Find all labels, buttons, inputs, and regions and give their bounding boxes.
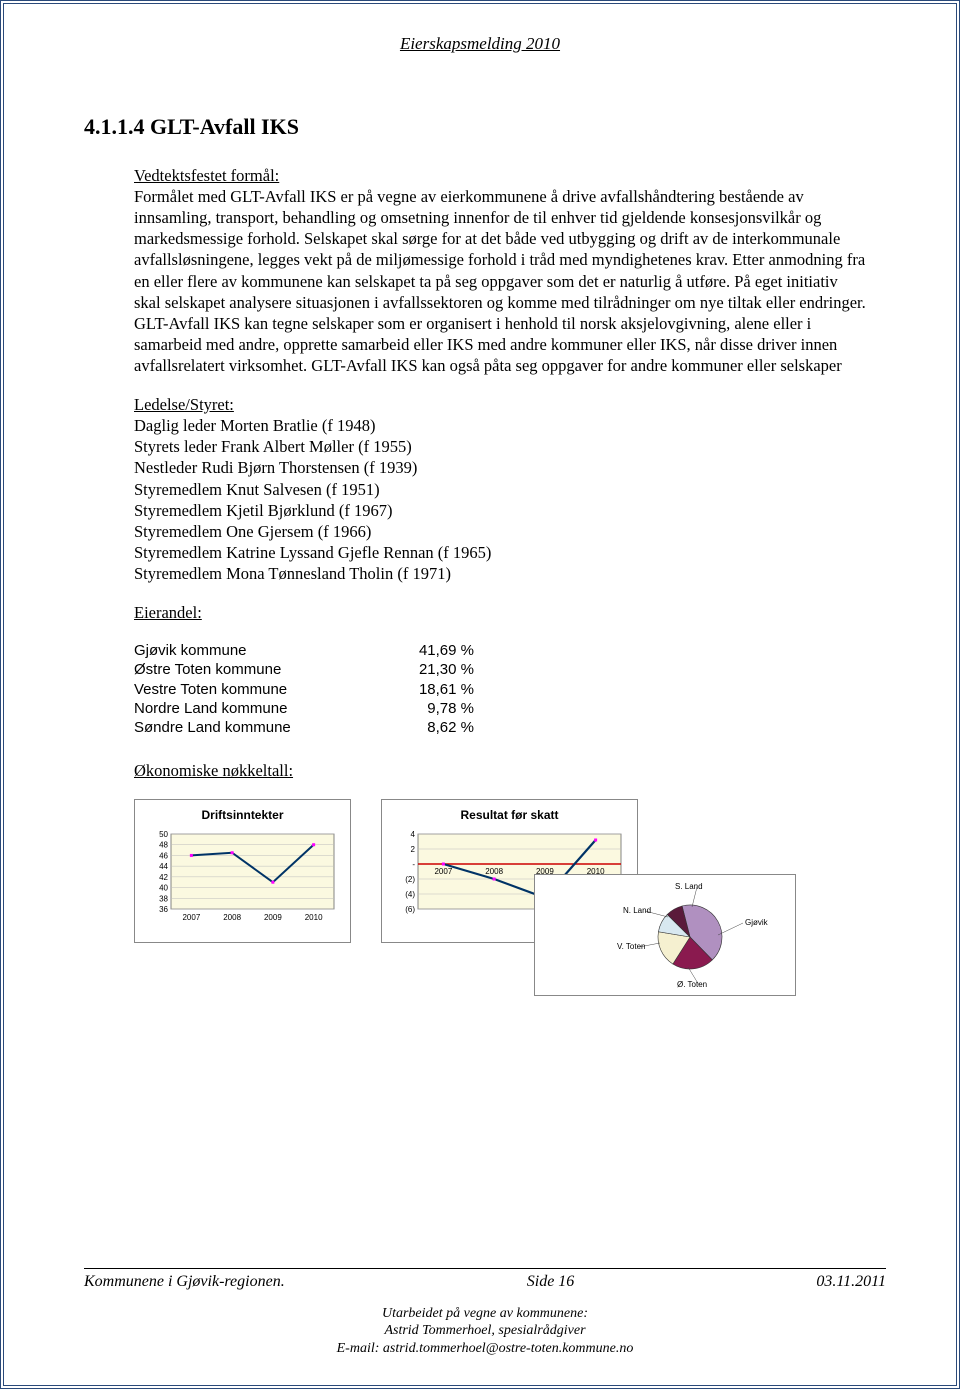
svg-text:44: 44 (159, 862, 168, 871)
footer-left: Kommunene i Gjøvik-regionen. (84, 1273, 285, 1291)
ledelse-line: Styremedlem One Gjersem (f 1966) (134, 521, 866, 542)
chart1-box: Driftsinntekter 36 3840 42 4446 48 50 2007 2008… (134, 799, 351, 943)
footer-line3: E-mail: astrid.tommerhoel@ostre-toten.ko… (84, 1340, 886, 1358)
footer-line2: Astrid Tommerhoel, spesialrådgiver (84, 1322, 886, 1340)
share-row: Vestre Toten kommune18,61 % (134, 680, 866, 699)
share-name: Vestre Toten kommune (134, 680, 384, 699)
svg-text:(4): (4) (405, 890, 415, 899)
share-name: Nordre Land kommune (134, 699, 384, 718)
chart1: 36 3840 42 4446 48 50 2007 2008 2009 2010 (145, 830, 340, 925)
share-name: Søndre Land kommune (134, 718, 384, 737)
ledelse-list: Daglig leder Morten Bratlie (f 1948)Styr… (134, 415, 866, 584)
body-block: Vedtektsfestet formål: Formålet med GLT-… (134, 165, 866, 737)
share-value: 41,69 % (384, 641, 474, 660)
eierandel-heading: Eierandel: (134, 602, 866, 623)
ledelse-line: Styremedlem Katrine Lyssand Gjefle Renna… (134, 542, 866, 563)
pie-chart-box: Gjøvik Ø. Toten V. Toten N. Land S. Land (534, 874, 796, 996)
svg-text:V. Toten: V. Toten (617, 942, 645, 951)
ledelse-line: Styremedlem Mona Tønnesland Tholin (f 19… (134, 563, 866, 584)
share-row: Nordre Land kommune9,78 % (134, 699, 866, 718)
share-row: Søndre Land kommune8,62 % (134, 718, 866, 737)
share-value: 9,78 % (384, 699, 474, 718)
svg-text:2007: 2007 (434, 867, 452, 876)
svg-text:(2): (2) (405, 875, 415, 884)
chart1-title: Driftsinntekter (145, 808, 340, 822)
svg-text:38: 38 (159, 894, 168, 903)
svg-text:Ø. Toten: Ø. Toten (677, 980, 707, 989)
share-name: Østre Toten kommune (134, 660, 384, 679)
svg-text:40: 40 (159, 884, 168, 893)
ledelse-line: Styremedlem Knut Salvesen (f 1951) (134, 479, 866, 500)
footer-right: 03.11.2011 (816, 1273, 886, 1291)
share-table: Gjøvik kommune41,69 %Østre Toten kommune… (134, 641, 866, 737)
page-header: Eierskapsmelding 2010 (84, 34, 876, 54)
ledelse-line: Styremedlem Kjetil Bjørklund (f 1967) (134, 500, 866, 521)
page: Eierskapsmelding 2010 4.1.1.4 GLT-Avfall… (0, 0, 960, 1389)
footer-row: Kommunene i Gjøvik-regionen. Side 16 03.… (84, 1273, 886, 1291)
svg-text:2010: 2010 (305, 913, 323, 922)
footer-divider (84, 1268, 886, 1269)
svg-text:48: 48 (159, 841, 168, 850)
ledelse-heading: Ledelse/Styret: (134, 394, 866, 415)
footer-line1: Utarbeidet på vegne av kommunene: (84, 1305, 886, 1323)
footer-credits: Utarbeidet på vegne av kommunene: Astrid… (84, 1305, 886, 1358)
svg-text:N. Land: N. Land (623, 906, 651, 915)
share-row: Gjøvik kommune41,69 % (134, 641, 866, 660)
svg-text:42: 42 (159, 873, 168, 882)
ledelse-line: Daglig leder Morten Bratlie (f 1948) (134, 415, 866, 436)
svg-text:(6): (6) (405, 905, 415, 914)
footer: Kommunene i Gjøvik-regionen. Side 16 03.… (84, 1268, 886, 1358)
svg-text:-: - (412, 860, 415, 869)
pie-chart: Gjøvik Ø. Toten V. Toten N. Land S. Land (535, 875, 795, 995)
share-name: Gjøvik kommune (134, 641, 384, 660)
svg-text:S. Land: S. Land (675, 882, 703, 891)
ledelse-line: Styrets leder Frank Albert Møller (f 195… (134, 436, 866, 457)
share-value: 8,62 % (384, 718, 474, 737)
svg-text:2: 2 (411, 845, 416, 854)
svg-text:2008: 2008 (223, 913, 241, 922)
svg-text:2007: 2007 (182, 913, 200, 922)
svg-text:36: 36 (159, 905, 168, 914)
share-value: 18,61 % (384, 680, 474, 699)
formal-heading: Vedtektsfestet formål: (134, 165, 866, 186)
formal-body: Formålet med GLT-Avfall IKS er på vegne … (134, 186, 866, 376)
footer-center: Side 16 (527, 1273, 575, 1291)
section-heading: 4.1.1.4 GLT-Avfall IKS (84, 114, 876, 140)
svg-text:50: 50 (159, 830, 168, 839)
svg-text:4: 4 (411, 830, 416, 839)
ledelse-line: Nestleder Rudi Bjørn Thorstensen (f 1939… (134, 457, 866, 478)
svg-text:46: 46 (159, 852, 168, 861)
svg-text:2008: 2008 (485, 867, 503, 876)
nokkel-heading: Økonomiske nøkkeltall: (134, 761, 876, 781)
share-row: Østre Toten kommune21,30 % (134, 660, 866, 679)
svg-text:Gjøvik: Gjøvik (745, 918, 769, 927)
share-value: 21,30 % (384, 660, 474, 679)
chart2-title: Resultat før skatt (392, 808, 627, 822)
svg-text:2009: 2009 (264, 913, 282, 922)
